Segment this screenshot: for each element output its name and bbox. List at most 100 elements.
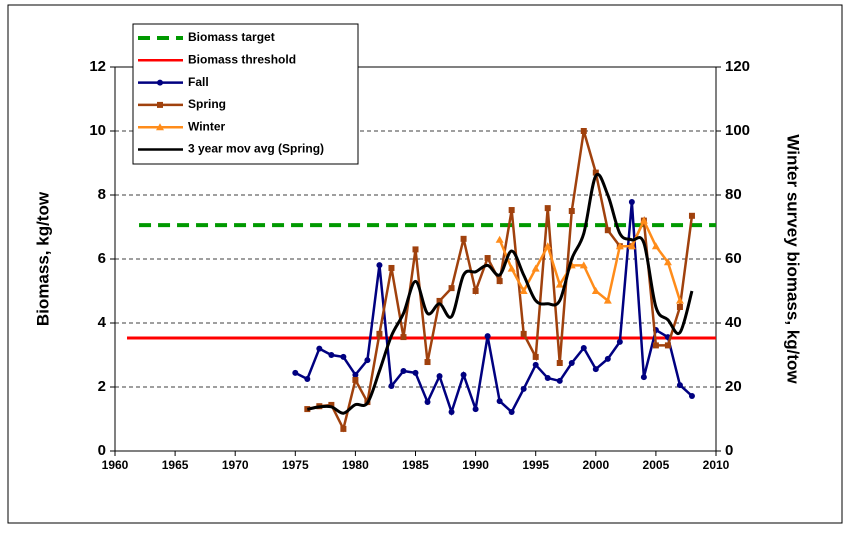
data-point [340,353,347,360]
data-point [328,352,335,358]
data-point [364,357,371,364]
data-point [496,398,503,405]
data-point [448,285,455,292]
data-point [579,261,588,269]
legend-box [132,23,359,165]
legend: Biomass target Biomass threshold Fall Sprin… [132,23,359,165]
series-line [306,172,694,415]
data-point [592,366,599,373]
x-tick-label: 2010 [703,458,730,472]
y2-axis-title: Winter survey biomass, kg/tow [784,134,803,384]
x-tick-label: 1980 [342,458,369,472]
data-point [544,375,551,382]
data-point [568,208,575,214]
data-point [616,338,623,345]
legend-label: Biomass threshold [188,52,296,66]
data-point [603,296,612,304]
x-tick-label: 2005 [643,458,670,472]
data-point [472,288,479,294]
data-point [388,383,395,390]
data-point [316,345,323,352]
x-tick-label: 1985 [402,458,429,472]
data-point [580,128,587,134]
y2-tick-label: 120 [725,58,750,75]
data-point [604,227,611,234]
x-tick-label: 1990 [462,458,489,472]
data-point [495,235,504,243]
data-point [615,242,624,250]
data-point [688,212,695,219]
legend-label: Winter [188,119,226,133]
x-tick-label: 2000 [582,458,609,472]
y2-tick-label: 80 [725,186,742,203]
data-point [376,330,383,337]
data-point [591,287,600,294]
data-point [328,401,335,408]
data-point [664,342,671,349]
data-point [424,359,431,366]
data-point [460,235,467,242]
data-point [544,205,551,212]
data-point [520,385,527,392]
data-point [412,369,419,376]
data-point [676,304,683,310]
data-point [519,287,528,294]
y-tick-label: 6 [98,250,106,267]
data-point [352,371,359,378]
data-point [508,408,515,415]
x-tick-label: 1960 [102,458,129,472]
data-point [496,278,503,285]
series-line [498,217,682,303]
y2-tick-label: 40 [725,314,742,331]
data-point [436,373,443,380]
data-point [532,353,539,360]
data-point [543,242,552,250]
data-point [352,376,359,383]
data-point [556,360,563,366]
legend-label: Spring [188,97,226,111]
data-point [676,382,683,389]
data-point [448,408,455,415]
data-point [592,169,599,176]
data-point [531,264,540,272]
data-point [412,246,419,253]
data-point [640,374,647,381]
data-point [652,342,659,349]
legend-marker [157,79,163,86]
data-point [580,344,587,351]
data-point [628,199,635,206]
data-point [292,369,299,376]
data-point [400,334,407,341]
legend-label: Fall [188,75,209,89]
data-point [675,296,684,304]
series-line [294,201,693,416]
data-point [568,360,575,366]
data-point [520,330,527,337]
legend-marker [157,101,163,108]
legend-marker [156,123,164,131]
data-point [472,406,479,413]
data-point [424,399,431,406]
y2-tick-label: 100 [725,122,750,139]
data-point [436,297,443,304]
y2-tick-label: 60 [725,250,742,267]
data-point [304,376,311,382]
x-tick-label: 1970 [222,458,249,472]
y-tick-label: 4 [98,314,107,331]
y2-tick-label: 20 [725,378,742,395]
x-tick-label: 1995 [522,458,549,472]
legend-label: Biomass target [188,30,275,44]
data-point [627,242,636,250]
y-tick-label: 10 [89,122,106,139]
data-point [532,361,539,368]
data-point [484,255,491,262]
data-point [400,368,407,374]
data-point [484,333,491,340]
data-point [688,392,695,399]
data-point [556,377,563,384]
data-point [651,242,660,250]
y-tick-label: 12 [89,58,106,75]
data-point [555,280,564,288]
data-point [663,258,672,266]
